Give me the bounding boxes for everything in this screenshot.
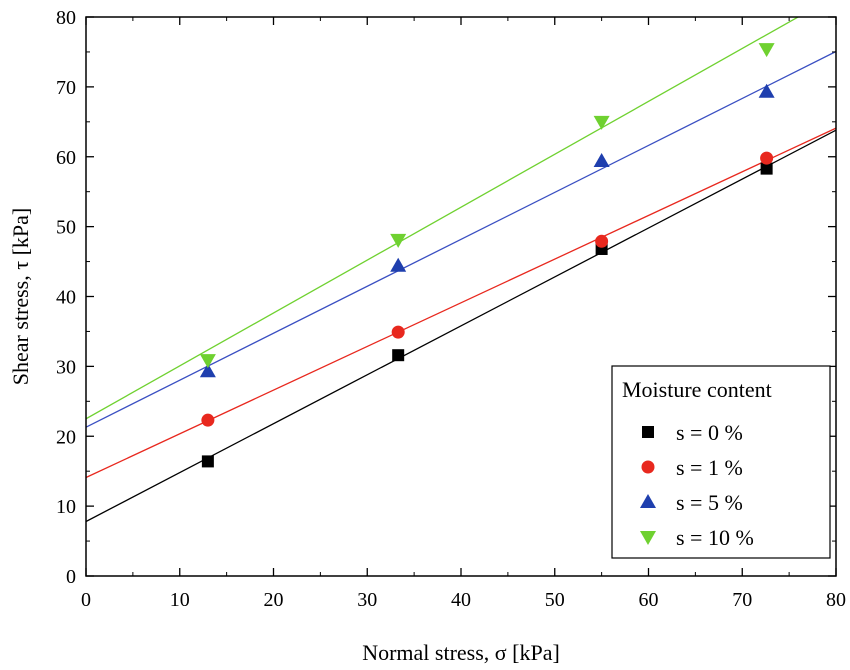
- y-tick-label: 60: [56, 147, 76, 169]
- data-point: [199, 363, 216, 378]
- legend-title: Moisture content: [622, 377, 772, 402]
- legend-label: s = 10 %: [676, 525, 754, 550]
- legend-label: s = 1 %: [676, 455, 743, 480]
- data-point: [760, 151, 774, 165]
- legend: Moisture content s = 0 %s = 1 %s = 5 %s …: [611, 365, 831, 559]
- x-tick-label: 10: [170, 589, 190, 611]
- y-tick-label: 70: [56, 77, 76, 99]
- y-tick-label: 80: [56, 7, 76, 29]
- data-point: [390, 233, 407, 248]
- legend-marker: [642, 426, 654, 438]
- fit-line: [86, 50, 836, 428]
- data-point: [760, 162, 773, 175]
- data-point: [593, 115, 610, 130]
- legend-label: s = 0 %: [676, 420, 743, 445]
- legend-label: s = 5 %: [676, 490, 743, 515]
- data-point: [390, 257, 407, 272]
- x-tick-label: 50: [545, 589, 565, 611]
- data-point: [199, 354, 216, 369]
- x-tick-label: 80: [826, 589, 846, 611]
- x-tick-label: 40: [451, 589, 471, 611]
- data-point: [392, 349, 405, 362]
- x-tick-label: 20: [264, 589, 284, 611]
- fit-line: [86, 17, 800, 420]
- data-point: [595, 234, 609, 248]
- y-axis-title: Shear stress, τ [kPa]: [8, 208, 33, 385]
- y-tick-label: 40: [56, 287, 76, 309]
- x-axis-title: Normal stress, σ [kPa]: [362, 640, 560, 665]
- y-tick-label: 30: [56, 356, 76, 378]
- legend-marker: [641, 460, 655, 474]
- data-point: [201, 455, 214, 468]
- data-point: [391, 325, 405, 339]
- data-point: [201, 413, 215, 427]
- x-tick-label: 0: [81, 589, 91, 611]
- legend-marker: [640, 531, 656, 545]
- x-tick-label: 30: [357, 589, 377, 611]
- y-tick-label: 50: [56, 217, 76, 239]
- data-points: [199, 43, 775, 468]
- x-tick-label: 60: [639, 589, 659, 611]
- y-tick-label: 20: [56, 426, 76, 448]
- y-axis: 0 10 20 30 40 50 60 70 80: [56, 7, 836, 588]
- x-tick-label: 70: [732, 589, 752, 611]
- legend-marker: [640, 494, 656, 508]
- legend-items: s = 0 % s = 1 % s = 5 % s = 10 %: [640, 420, 754, 550]
- y-tick-label: 10: [56, 496, 76, 518]
- x-axis: 0 10 20 30 40 50 60 70 80: [81, 17, 846, 611]
- data-point: [593, 152, 610, 167]
- y-tick-label: 0: [66, 566, 76, 588]
- data-point: [758, 43, 775, 58]
- data-point: [758, 83, 775, 98]
